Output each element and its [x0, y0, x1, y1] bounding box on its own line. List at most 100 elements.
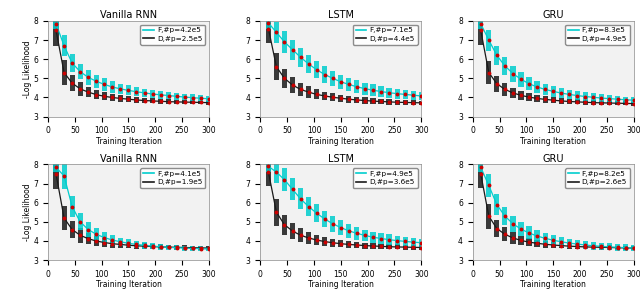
Bar: [559, 237, 564, 247]
Bar: [494, 76, 499, 92]
Bar: [486, 30, 492, 51]
Bar: [118, 237, 123, 246]
Bar: [591, 245, 596, 249]
Bar: [527, 226, 532, 239]
Bar: [494, 194, 499, 215]
Bar: [534, 81, 540, 93]
Bar: [403, 245, 408, 250]
Bar: [338, 75, 344, 89]
Bar: [371, 243, 376, 249]
Bar: [371, 84, 376, 96]
Bar: [543, 84, 548, 95]
Bar: [86, 233, 91, 245]
Bar: [550, 97, 556, 103]
Bar: [346, 78, 351, 91]
Bar: [266, 14, 271, 43]
Bar: [118, 83, 123, 94]
Bar: [631, 97, 636, 103]
Bar: [174, 100, 179, 104]
Legend: F,#p=8.2e5, D,#p=2.6e5: F,#p=8.2e5, D,#p=2.6e5: [565, 168, 630, 188]
Bar: [306, 232, 311, 244]
Bar: [510, 216, 515, 232]
Bar: [338, 240, 344, 247]
Bar: [559, 88, 564, 98]
Bar: [61, 60, 67, 85]
Legend: F,#p=8.3e5, D,#p=4.9e5: F,#p=8.3e5, D,#p=4.9e5: [565, 25, 630, 45]
Bar: [494, 220, 499, 237]
Bar: [198, 95, 204, 101]
Title: GRU: GRU: [543, 10, 564, 20]
Bar: [599, 100, 604, 105]
Bar: [166, 245, 172, 250]
Bar: [615, 101, 620, 105]
Bar: [550, 235, 556, 245]
Bar: [166, 92, 172, 99]
Bar: [314, 89, 319, 99]
Bar: [134, 241, 139, 248]
Y-axis label: -Log Likelihood: -Log Likelihood: [23, 40, 32, 97]
Bar: [387, 244, 392, 249]
Bar: [478, 16, 483, 45]
Bar: [534, 230, 540, 242]
Bar: [583, 245, 588, 249]
Bar: [623, 246, 628, 250]
Bar: [274, 22, 279, 43]
Bar: [70, 54, 75, 72]
Bar: [54, 15, 59, 46]
Bar: [314, 204, 319, 222]
Bar: [282, 168, 287, 191]
Bar: [110, 240, 115, 248]
Bar: [322, 91, 327, 100]
Bar: [54, 163, 59, 172]
Bar: [298, 83, 303, 96]
Bar: [623, 101, 628, 105]
Bar: [478, 160, 483, 188]
Bar: [182, 245, 188, 251]
Bar: [150, 243, 155, 249]
Bar: [371, 232, 376, 243]
Title: Vanilla RNN: Vanilla RNN: [100, 10, 157, 20]
Bar: [206, 247, 211, 251]
Bar: [550, 86, 556, 97]
Bar: [142, 98, 147, 103]
Bar: [502, 83, 508, 96]
Bar: [306, 197, 311, 216]
Bar: [518, 236, 524, 245]
Bar: [371, 98, 376, 104]
Bar: [607, 245, 612, 250]
Bar: [518, 222, 524, 237]
Bar: [378, 99, 383, 104]
Bar: [566, 90, 572, 99]
Bar: [543, 241, 548, 248]
Bar: [387, 88, 392, 98]
Bar: [599, 245, 604, 250]
X-axis label: Training Iteration: Training Iteration: [520, 280, 586, 289]
Bar: [591, 242, 596, 250]
Bar: [306, 55, 311, 73]
Bar: [599, 94, 604, 102]
Bar: [527, 238, 532, 246]
Bar: [190, 100, 195, 104]
Bar: [102, 232, 107, 243]
Bar: [61, 206, 67, 231]
Bar: [314, 235, 319, 245]
Bar: [338, 94, 344, 102]
Bar: [631, 246, 636, 250]
Bar: [102, 238, 107, 247]
Bar: [150, 244, 155, 249]
Bar: [330, 216, 335, 232]
Bar: [502, 207, 508, 225]
Bar: [623, 245, 628, 251]
Bar: [102, 78, 107, 91]
Bar: [190, 94, 195, 101]
Bar: [322, 210, 327, 228]
Bar: [403, 100, 408, 105]
Bar: [330, 239, 335, 247]
Title: LSTM: LSTM: [328, 10, 354, 20]
Bar: [378, 244, 383, 249]
Bar: [298, 188, 303, 209]
Bar: [338, 220, 344, 235]
Bar: [543, 233, 548, 244]
Bar: [110, 235, 115, 245]
Bar: [282, 69, 287, 88]
